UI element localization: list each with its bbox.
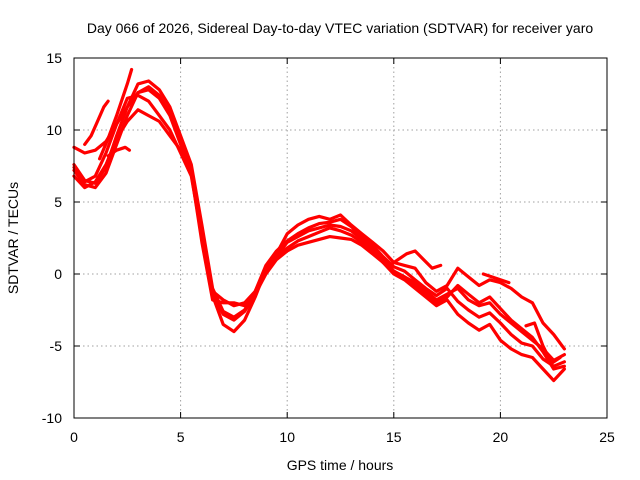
x-tick-label: 5 xyxy=(177,429,185,445)
y-tick-label: -5 xyxy=(50,338,63,354)
y-tick-label: 5 xyxy=(54,194,62,210)
series-line-pass-4 xyxy=(72,93,567,351)
y-tick-label: 10 xyxy=(46,122,62,138)
series-line-fragment-2 xyxy=(97,67,134,161)
y-tick-label: 15 xyxy=(46,50,62,66)
series-line-fragment-6 xyxy=(524,321,562,365)
y-tick-label: 0 xyxy=(54,266,62,282)
grid xyxy=(74,58,607,418)
series-line-pass-2 xyxy=(72,79,567,368)
ticks: 0 5 10 15 20 25 -10 -5 0 5 10 15 xyxy=(42,50,615,445)
y-axis-label: SDTVAR / TECUs xyxy=(5,182,21,294)
series-group xyxy=(72,67,567,383)
x-tick-label: 10 xyxy=(279,429,295,445)
series-line-pass-1 xyxy=(72,85,567,383)
x-tick-label: 20 xyxy=(493,429,509,445)
x-tick-label: 0 xyxy=(70,429,78,445)
series-line-fragment-1 xyxy=(83,99,110,146)
x-axis-label: GPS time / hours xyxy=(287,457,394,473)
plot-frame xyxy=(73,57,608,419)
y-tick-label: -10 xyxy=(42,410,62,426)
x-tick-label: 25 xyxy=(599,429,615,445)
series-line-pass-3 xyxy=(72,108,567,362)
series-line-fragment-3 xyxy=(106,145,131,158)
series-line-fragment-4 xyxy=(387,249,443,270)
series-line-fragment-5 xyxy=(481,272,511,285)
series-line-pass-5 xyxy=(72,88,567,371)
x-tick-label: 15 xyxy=(386,429,402,445)
chart-title: Day 066 of 2026, Sidereal Day-to-day VTE… xyxy=(87,20,593,36)
